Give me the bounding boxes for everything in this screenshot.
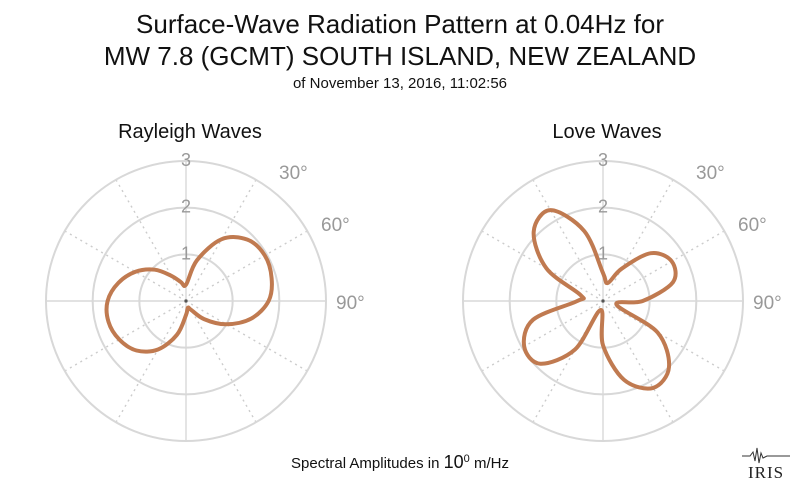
angular-tick-label: 90° (336, 293, 365, 314)
angular-tick-label: 30° (279, 163, 308, 184)
iris-logo-text: IRIS (748, 463, 784, 482)
radiation-pattern-series (521, 208, 678, 391)
angular-tick-label: 90° (753, 293, 782, 314)
units-exponent: 0 (463, 453, 470, 465)
polar-chart-1: 1 2 3 30° 60° 90° Rayleigh Waves (45, 121, 365, 442)
amplitude-units-label: Spectral Amplitudes in 100 m/Hz (0, 452, 800, 473)
dotted-spoke (64, 230, 187, 302)
iris-logo: IRIS (742, 447, 790, 482)
radiation-pattern-series (104, 235, 274, 354)
units-prefix: Spectral Amplitudes in (291, 455, 444, 472)
angular-tick-label: 60° (321, 215, 350, 236)
polar-chart-2: 1 2 3 30° 60° 90° Love Waves (462, 121, 782, 442)
subplot-title: Love Waves (552, 121, 661, 143)
seismogram-trace (742, 447, 790, 464)
radial-ring-2 (91, 206, 281, 396)
units-unit: m/Hz (469, 455, 509, 472)
chart-subtitle: of November 13, 2016, 11:02:56 (292, 75, 508, 92)
radial-tick-label: 2 (181, 197, 191, 217)
dotted-spoke (115, 300, 187, 423)
subplot-title: Rayleigh Waves (118, 121, 262, 143)
chart-title-line-1: Surface-Wave Radiation Pattern at 0.04Hz… (136, 9, 664, 39)
dotted-spoke (185, 230, 308, 302)
radial-tick-label: 2 (598, 197, 608, 217)
dotted-spoke (481, 230, 604, 302)
radial-tick-label: 1 (181, 243, 191, 263)
dotted-spoke (602, 300, 725, 372)
radial-tick-label: 1 (598, 243, 608, 263)
radial-ring-2 (508, 206, 698, 396)
radial-tick-label: 3 (598, 150, 608, 170)
radial-ring-3 (45, 160, 327, 442)
dotted-spoke (115, 179, 187, 302)
angular-tick-label: 60° (738, 215, 767, 236)
chart-title-line-2: MW 7.8 (GCMT) SOUTH ISLAND, NEW ZEALAND (103, 41, 697, 71)
dotted-spoke (185, 300, 308, 372)
dotted-spoke (532, 179, 604, 302)
units-base: 10 (443, 452, 464, 472)
radial-ring-1 (138, 253, 234, 349)
center-point (601, 299, 605, 303)
angular-tick-label: 30° (696, 163, 725, 184)
dotted-spoke (64, 300, 187, 372)
radial-ring-3 (462, 160, 744, 442)
dotted-spoke (602, 179, 674, 302)
radial-tick-label: 3 (181, 150, 191, 170)
center-point (184, 299, 188, 303)
